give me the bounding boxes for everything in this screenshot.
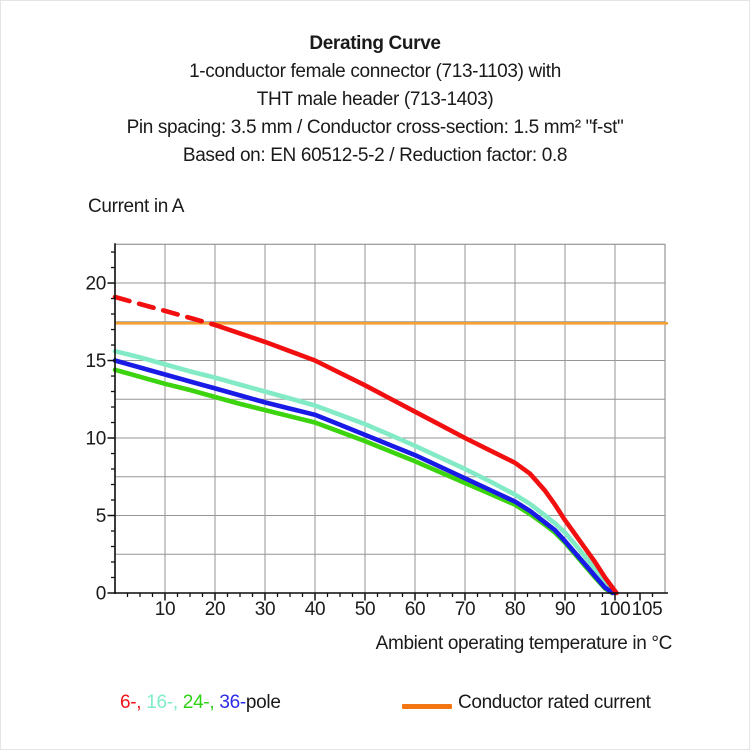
y-tick-label: 15 bbox=[85, 351, 106, 372]
curve-16-pole bbox=[112, 348, 618, 596]
y-tick-label: 0 bbox=[96, 584, 106, 605]
legend-pole-suffix: pole bbox=[245, 692, 281, 713]
curve-6-pole bbox=[212, 322, 619, 596]
legend-pole-item: 16-, bbox=[146, 692, 183, 713]
chart-subtitle-line-2: THT male header (713-1403) bbox=[256, 89, 494, 110]
rated-current-swatch bbox=[402, 704, 452, 709]
curve-6-pole-dashed bbox=[112, 294, 218, 328]
x-tick-label: 90 bbox=[555, 599, 576, 620]
chart-subtitle-line-1: 1-conductor female connector (713-1103) … bbox=[189, 61, 561, 82]
legend-pole-item: 6-, bbox=[120, 692, 147, 713]
y-tick-label: 10 bbox=[85, 429, 106, 450]
legend-pole-list: 6-, 16-, 24-, 36-pole bbox=[120, 692, 281, 714]
curve-36-pole bbox=[112, 358, 616, 596]
x-tick-label: 50 bbox=[355, 599, 376, 620]
x-tick-label: 70 bbox=[455, 599, 476, 620]
y-axis-title: Current in A bbox=[88, 196, 185, 217]
chart-subtitle-line-3: Pin spacing: 3.5 mm / Conductor cross-se… bbox=[126, 117, 624, 138]
x-tick-label: 40 bbox=[305, 599, 326, 620]
x-tick-label: 20 bbox=[205, 599, 226, 620]
x-tick-label: 10 bbox=[155, 599, 176, 620]
legend-pole-item: 24-, bbox=[182, 692, 220, 713]
x-tick-label: 60 bbox=[405, 599, 426, 620]
y-tick-label: 5 bbox=[96, 506, 106, 527]
chart-title: Derating Curve bbox=[309, 33, 441, 54]
x-tick-label: 105 bbox=[632, 599, 663, 620]
x-tick-label: 80 bbox=[505, 599, 526, 620]
x-tick-label: 30 bbox=[255, 599, 276, 620]
chart-subtitle-line-4: Based on: EN 60512-5-2 / Reduction facto… bbox=[182, 145, 568, 166]
rated-current-label: Conductor rated current bbox=[458, 692, 651, 713]
y-tick-label: 20 bbox=[85, 274, 106, 295]
legend-pole-item: 36- bbox=[219, 692, 246, 713]
x-axis-title: Ambient operating temperature in °C bbox=[375, 633, 673, 654]
x-tick-label: 100 bbox=[600, 599, 631, 620]
title-block: Derating Curve 1-conductor female connec… bbox=[0, 30, 750, 170]
